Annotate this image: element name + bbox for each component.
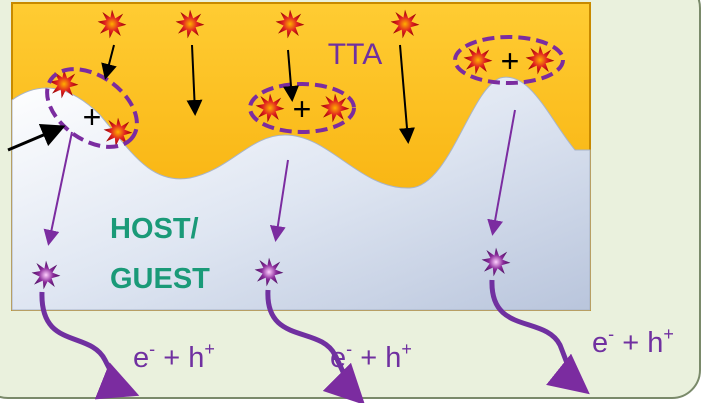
label-part: + <box>663 324 674 344</box>
carrier-label: e- + h+ <box>133 339 215 374</box>
label-part: + h <box>614 327 663 359</box>
carrier-label: e- + h+ <box>592 324 674 359</box>
label-part: + <box>401 339 412 359</box>
plus-sign: + <box>501 43 520 79</box>
host-label: GUEST <box>110 263 210 295</box>
label-part: + h <box>155 342 204 374</box>
label-part: e <box>133 342 149 374</box>
label-part: e <box>330 342 346 374</box>
tta-label: TTA <box>328 38 382 71</box>
plus-sign: + <box>83 99 102 135</box>
host-label: HOST/ <box>110 213 199 245</box>
page: + + + TTA HOST/ GUEST e- + h+ e- + h+ e-… <box>0 0 707 403</box>
diagram: + + + TTA HOST/ GUEST e- + h+ e- + h+ e-… <box>0 0 707 403</box>
label-part: + <box>204 339 215 359</box>
plus-sign: + <box>293 91 312 127</box>
carrier-label: e- + h+ <box>330 339 412 374</box>
label-part: e <box>592 327 608 359</box>
label-part: + h <box>352 342 401 374</box>
